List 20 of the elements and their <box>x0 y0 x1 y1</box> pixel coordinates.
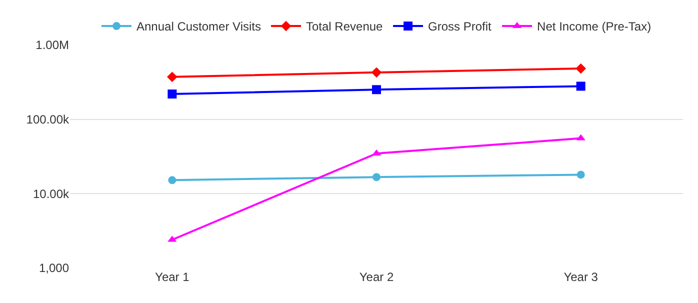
legend-label: Annual Customer Visits <box>136 20 261 34</box>
point <box>576 63 586 74</box>
point <box>372 85 381 94</box>
legend-label: Total Revenue <box>306 20 384 34</box>
point <box>168 90 177 99</box>
y-tick-label: 100.00k <box>26 112 70 127</box>
legend-label: Gross Profit <box>428 20 492 34</box>
x-tick-label: Year 1 <box>155 270 190 284</box>
y-tick-label: 1.00M <box>36 38 69 52</box>
y-tick-label: 10.00k <box>32 186 70 201</box>
point <box>166 72 178 82</box>
point <box>576 170 585 179</box>
point <box>372 173 380 182</box>
legend-label: Net Income (Pre-Tax) <box>537 20 652 34</box>
x-tick-label: Year 2 <box>359 270 394 284</box>
point <box>576 82 586 91</box>
y-tick-label: 1,000 <box>38 261 70 276</box>
point <box>168 176 176 184</box>
x-tick-label: Year 3 <box>564 270 598 284</box>
point <box>371 67 382 78</box>
